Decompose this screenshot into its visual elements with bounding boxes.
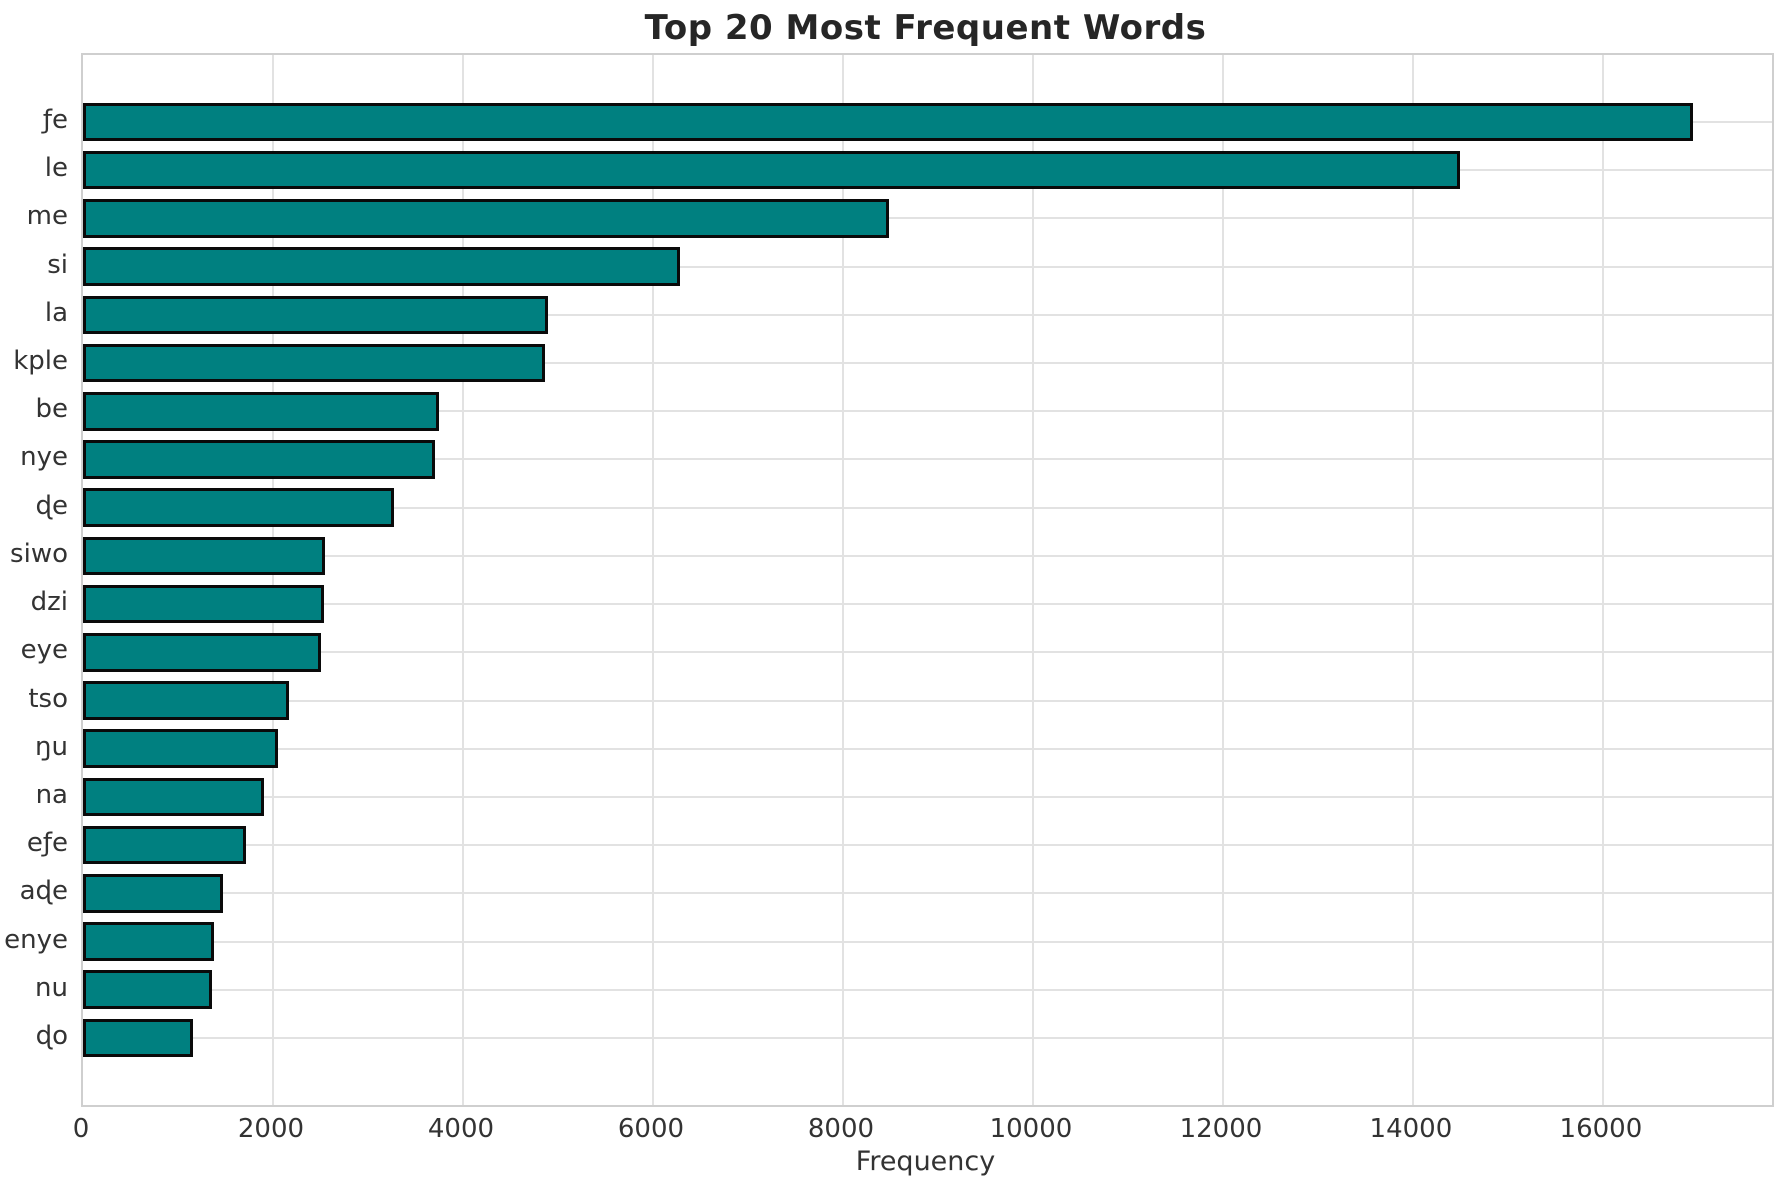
- x-tick-label: 12000: [1179, 1114, 1263, 1144]
- y-gridline: [83, 988, 1772, 991]
- bar-tso: [83, 681, 290, 720]
- x-gridline: [461, 55, 464, 1105]
- y-tick-label: nu: [35, 972, 68, 1003]
- y-tick-label: dzi: [30, 587, 68, 618]
- y-gridline: [83, 795, 1772, 798]
- y-gridline: [83, 651, 1772, 654]
- bar-ɖe: [83, 488, 394, 527]
- y-tick-label: be: [35, 394, 69, 425]
- y-tick-label: ɖe: [35, 490, 69, 521]
- y-tick-label: si: [47, 249, 68, 280]
- y-gridline: [83, 410, 1772, 413]
- bar-ŋu: [83, 729, 278, 768]
- x-tick-label: 14000: [1369, 1114, 1453, 1144]
- bar-nye: [83, 440, 436, 479]
- bar-ɖo: [83, 1018, 194, 1058]
- y-gridline: [83, 313, 1772, 316]
- bar-me: [83, 199, 889, 238]
- x-axis-label: Frequency: [855, 1146, 996, 1177]
- x-gridline: [271, 55, 274, 1105]
- x-gridline: [841, 55, 844, 1105]
- x-tick-label: 10000: [989, 1114, 1073, 1144]
- bar-la: [83, 295, 548, 335]
- y-tick-label: aɖe: [19, 876, 68, 907]
- y-tick-label: siwo: [10, 538, 68, 569]
- y-axis-tick-labels: ƒe le me si la kple be nye ɖe siwo dzi eye tso ŋu na eƒ…: [0, 53, 68, 1103]
- y-tick-label: na: [35, 779, 68, 810]
- y-tick-label: ƒe: [42, 105, 68, 135]
- x-tick-label: 0: [72, 1114, 90, 1144]
- x-tick-label: 16000: [1559, 1114, 1643, 1144]
- bar-enye: [83, 922, 215, 961]
- bar-nu: [83, 970, 213, 1010]
- x-tick-label: 2000: [237, 1114, 305, 1144]
- x-gridline: [1221, 55, 1224, 1105]
- y-tick-label: ɖo: [35, 1020, 68, 1051]
- y-gridline: [83, 362, 1772, 365]
- y-tick-label: ŋu: [35, 731, 68, 762]
- bar-eye: [83, 633, 322, 672]
- x-gridline: [651, 55, 654, 1105]
- y-gridline: [83, 747, 1772, 750]
- bar-le: [83, 150, 1461, 190]
- y-gridline: [83, 554, 1772, 557]
- y-tick-label: enye: [4, 924, 68, 955]
- y-tick-label: tso: [28, 683, 68, 714]
- bar-eƒe: [83, 825, 247, 865]
- y-gridline: [83, 265, 1772, 268]
- bar-kple: [83, 343, 545, 383]
- x-tick-label: 6000: [617, 1114, 685, 1144]
- y-tick-label: eƒe: [26, 828, 68, 859]
- y-gridline: [83, 1036, 1772, 1039]
- y-gridline: [83, 892, 1772, 895]
- y-tick-label: nye: [20, 442, 68, 473]
- x-axis-tick-labels: 0 2000 4000 6000 8000 10000 12000 14000 16000: [0, 1112, 1785, 1146]
- y-gridline: [83, 603, 1772, 606]
- y-gridline: [83, 217, 1772, 220]
- x-gridline: [1411, 55, 1414, 1105]
- bar-si: [83, 247, 680, 286]
- bar-be: [83, 391, 440, 431]
- bar-siwo: [83, 536, 326, 576]
- y-tick-label: le: [44, 153, 68, 184]
- chart-title: Top 20 Most Frequent Words: [644, 8, 1207, 48]
- y-gridline: [83, 940, 1772, 943]
- x-gridline: [1601, 55, 1604, 1105]
- y-tick-label: kple: [13, 346, 68, 377]
- bar-ƒe: [83, 102, 1694, 142]
- plot-area: [81, 53, 1774, 1107]
- x-gridline: [1031, 55, 1034, 1105]
- bar-dzi: [83, 584, 325, 624]
- y-gridline: [83, 699, 1772, 702]
- bar-aɖe: [83, 874, 223, 913]
- y-gridline: [83, 506, 1772, 509]
- y-gridline: [83, 458, 1772, 461]
- x-tick-label: 4000: [427, 1114, 495, 1144]
- y-tick-label: me: [26, 201, 68, 232]
- bar-na: [83, 777, 265, 817]
- x-tick-label: 8000: [807, 1114, 875, 1144]
- y-gridline: [83, 844, 1772, 847]
- y-tick-label: eye: [20, 635, 68, 666]
- y-tick-label: la: [44, 297, 68, 328]
